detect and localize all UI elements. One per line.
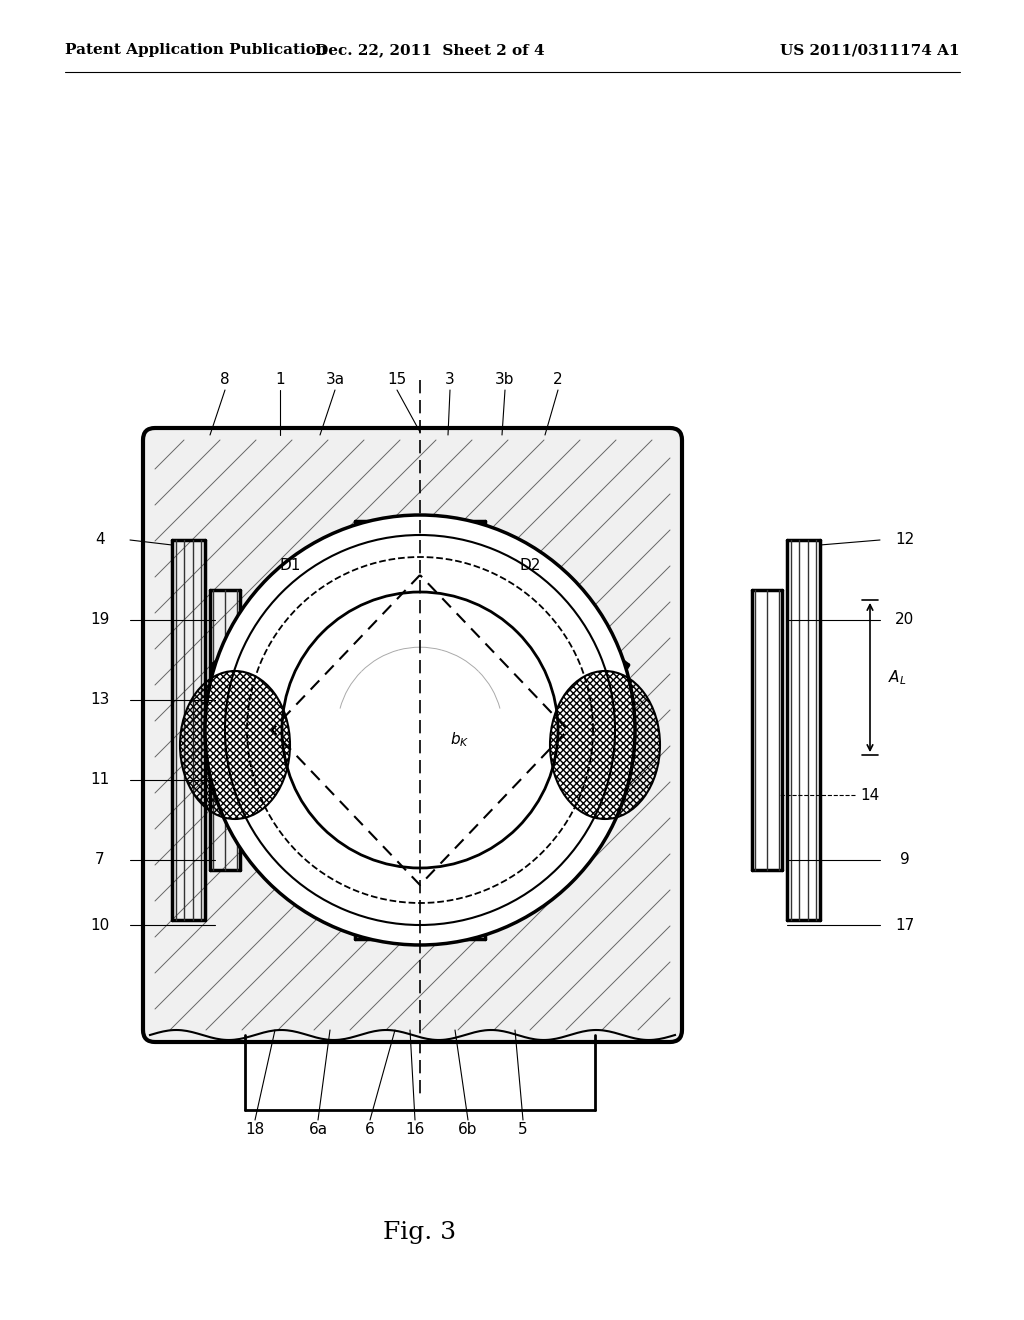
Text: US 2011/0311174 A1: US 2011/0311174 A1	[780, 44, 961, 57]
Text: $A_L$: $A_L$	[888, 669, 906, 688]
Text: 9: 9	[900, 853, 910, 867]
Text: D2: D2	[519, 557, 541, 573]
Text: 18: 18	[246, 1122, 264, 1138]
Circle shape	[315, 624, 525, 836]
Text: D1: D1	[280, 557, 301, 573]
Text: 15: 15	[387, 372, 407, 388]
Text: 2: 2	[553, 372, 563, 388]
Text: 3b: 3b	[496, 372, 515, 388]
Text: Patent Application Publication: Patent Application Publication	[65, 44, 327, 57]
Text: 14: 14	[860, 788, 880, 803]
Text: 6a: 6a	[308, 1122, 328, 1138]
Circle shape	[205, 515, 635, 945]
Text: Fig. 3: Fig. 3	[383, 1221, 457, 1243]
Text: 12: 12	[895, 532, 914, 548]
Text: 3a: 3a	[326, 372, 344, 388]
Text: 5: 5	[518, 1122, 527, 1138]
Text: 3: 3	[445, 372, 455, 388]
Circle shape	[282, 591, 558, 869]
Text: 13: 13	[90, 693, 110, 708]
Text: 19: 19	[90, 612, 110, 627]
Circle shape	[342, 652, 498, 808]
Text: 20: 20	[895, 612, 914, 627]
FancyBboxPatch shape	[143, 428, 682, 1041]
Text: 10: 10	[90, 917, 110, 932]
Text: 11: 11	[90, 772, 110, 788]
Text: 17: 17	[895, 917, 914, 932]
Text: 6b: 6b	[459, 1122, 478, 1138]
Text: $b_K$: $b_K$	[450, 731, 469, 750]
Text: Dec. 22, 2011  Sheet 2 of 4: Dec. 22, 2011 Sheet 2 of 4	[315, 44, 545, 57]
Text: 7: 7	[95, 853, 104, 867]
Text: 6: 6	[366, 1122, 375, 1138]
Text: 4: 4	[95, 532, 104, 548]
Text: 16: 16	[406, 1122, 425, 1138]
Text: 8: 8	[220, 372, 229, 388]
Text: 1: 1	[275, 372, 285, 388]
